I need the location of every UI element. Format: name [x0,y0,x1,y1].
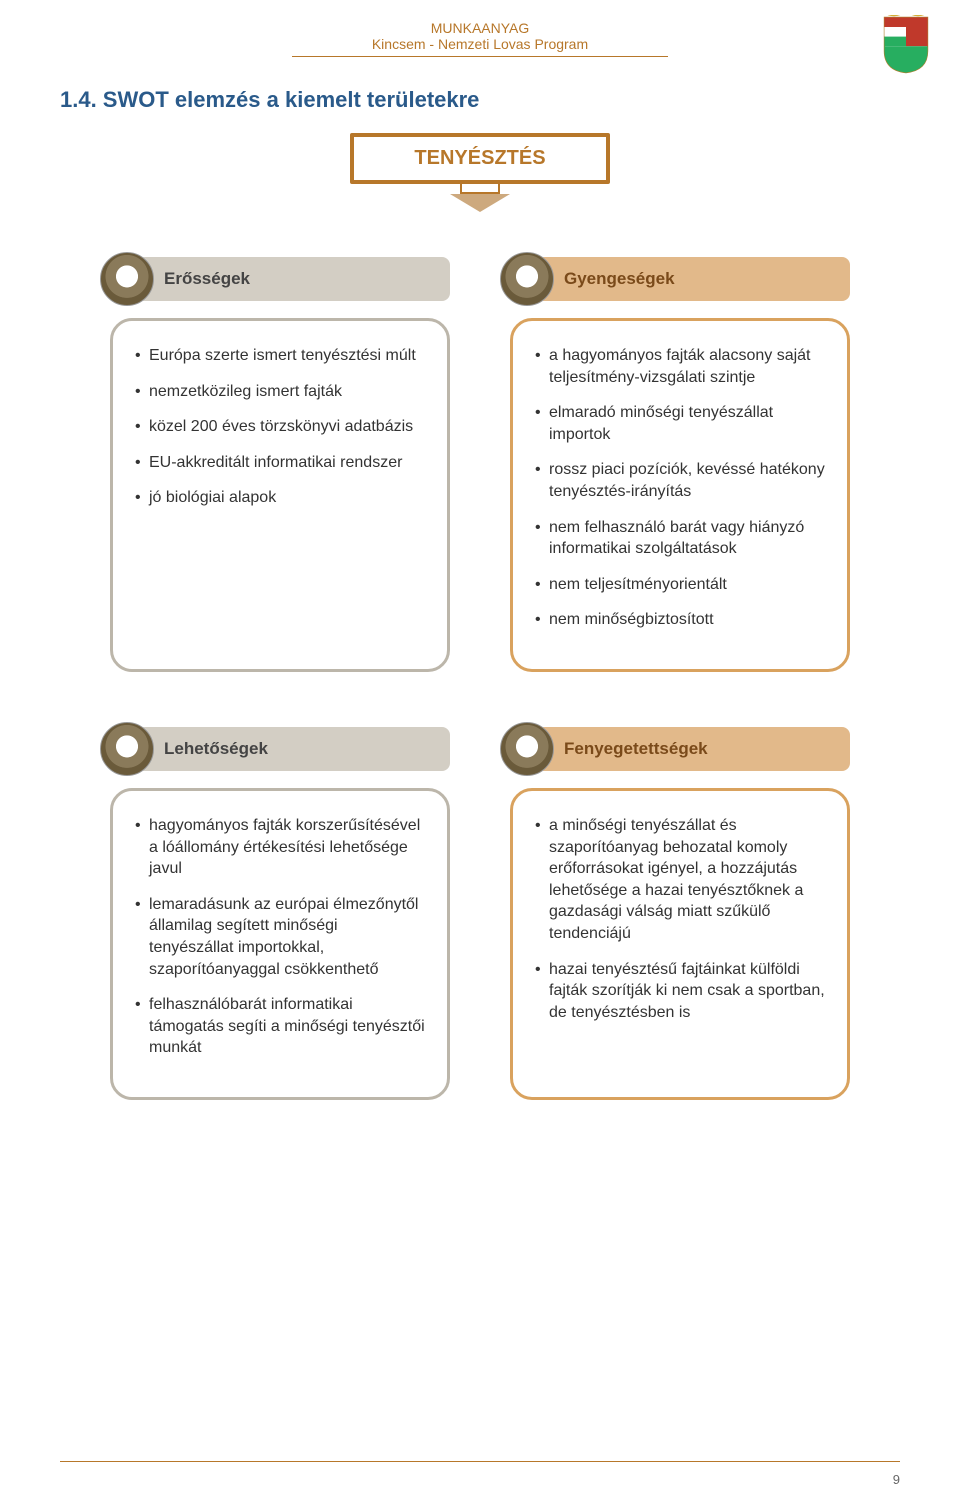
list-item: nem minőségbiztosított [535,609,825,631]
list-item: hagyományos fajták korszerűsítésével a l… [135,815,425,880]
swot-row-top: Erősségek Európa szerte ismert tenyészté… [60,252,900,672]
header-sub-label: Kincsem - Nemzeti Lovas Program [292,36,668,57]
list-item: hazai tenyésztésű fajtáinkat külföldi fa… [535,959,825,1024]
list-item: a minőségi tenyészállat és szaporítóanya… [535,815,825,945]
opportunities-column: Lehetőségek hagyományos fajták korszerűs… [110,722,450,1100]
swot-banner-label: TENYÉSZTÉS [350,133,609,184]
horseshoe-icon [500,252,554,306]
page-number: 9 [893,1472,900,1487]
strengths-label: Erősségek [136,257,450,301]
list-item: nem teljesítményorientált [535,574,825,596]
list-item: lemaradásunk az európai élmezőnytől álla… [135,894,425,980]
weaknesses-box: a hagyományos fajták alacsony saját telj… [510,318,850,672]
list-item: Európa szerte ismert tenyésztési múlt [135,345,425,367]
horseshoe-icon [100,252,154,306]
list-item: EU-akkreditált informatikai rendszer [135,452,425,474]
list-item: közel 200 éves törzskönyvi adatbázis [135,416,425,438]
coat-of-arms-icon [882,15,930,80]
weaknesses-column: Gyengeségek a hagyományos fajták alacson… [510,252,850,672]
page-header: MUNKAANYAG Kincsem - Nemzeti Lovas Progr… [60,20,900,57]
strengths-box: Európa szerte ismert tenyésztési múlt ne… [110,318,450,672]
threats-label: Fenyegetettségek [536,727,850,771]
list-item: jó biológiai alapok [135,487,425,509]
footer-rule [60,1461,900,1462]
header-top-label: MUNKAANYAG [60,20,900,36]
list-item: rossz piaci pozíciók, kevéssé hatékony t… [535,459,825,502]
weaknesses-list: a hagyományos fajták alacsony saját telj… [535,345,825,631]
horseshoe-icon [500,722,554,776]
threats-list: a minőségi tenyészállat és szaporítóanya… [535,815,825,1023]
section-title: 1.4. SWOT elemzés a kiemelt területekre [60,87,900,113]
list-item: nem felhasználó barát vagy hiányzó infor… [535,517,825,560]
swot-banner: TENYÉSZTÉS [60,133,900,212]
list-item: nemzetközileg ismert fajták [135,381,425,403]
threats-box: a minőségi tenyészállat és szaporítóanya… [510,788,850,1100]
swot-row-bottom: Lehetőségek hagyományos fajták korszerűs… [60,722,900,1100]
banner-connector [460,184,500,194]
opportunities-list: hagyományos fajták korszerűsítésével a l… [135,815,425,1059]
horseshoe-icon [100,722,154,776]
strengths-list: Európa szerte ismert tenyésztési múlt ne… [135,345,425,509]
weaknesses-label: Gyengeségek [536,257,850,301]
list-item: a hagyományos fajták alacsony saját telj… [535,345,825,388]
opportunities-label: Lehetőségek [136,727,450,771]
list-item: felhasználóbarát informatikai támogatás … [135,994,425,1059]
strengths-column: Erősségek Európa szerte ismert tenyészté… [110,252,450,672]
list-item: elmaradó minőségi tenyészállat importok [535,402,825,445]
threats-column: Fenyegetettségek a minőségi tenyészállat… [510,722,850,1100]
banner-arrow-icon [450,194,510,212]
opportunities-box: hagyományos fajták korszerűsítésével a l… [110,788,450,1100]
